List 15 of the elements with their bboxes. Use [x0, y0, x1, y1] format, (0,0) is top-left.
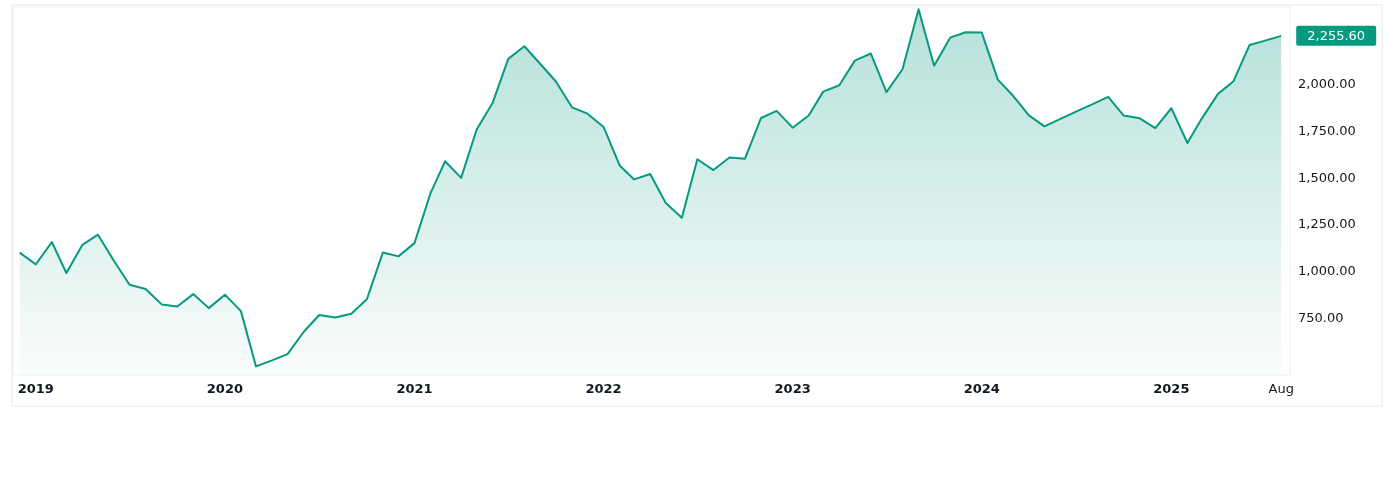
x-tick-label: 2023: [774, 381, 811, 396]
y-tick-label: 2,000.00: [1298, 76, 1356, 92]
x-tick-label: 2020: [206, 381, 243, 396]
y-tick-label: 1,750.00: [1298, 122, 1356, 138]
y-tick-label: 1,000.00: [1298, 262, 1356, 278]
y-tick-label: 1,250.00: [1298, 216, 1356, 232]
x-tick-label: 2022: [585, 381, 622, 396]
y-tick-label: 1,500.00: [1298, 169, 1356, 185]
x-tick-label: 2021: [396, 381, 433, 396]
x-tick-label: 2025: [1153, 381, 1190, 396]
annotation: 2,255.60: [1307, 28, 1366, 44]
x-tick-label: 2019: [17, 381, 54, 396]
x-tick-label: Aug: [1268, 381, 1294, 396]
y-tick-label: 750.00: [1298, 309, 1344, 325]
x-tick-label: 2024: [963, 381, 1000, 396]
